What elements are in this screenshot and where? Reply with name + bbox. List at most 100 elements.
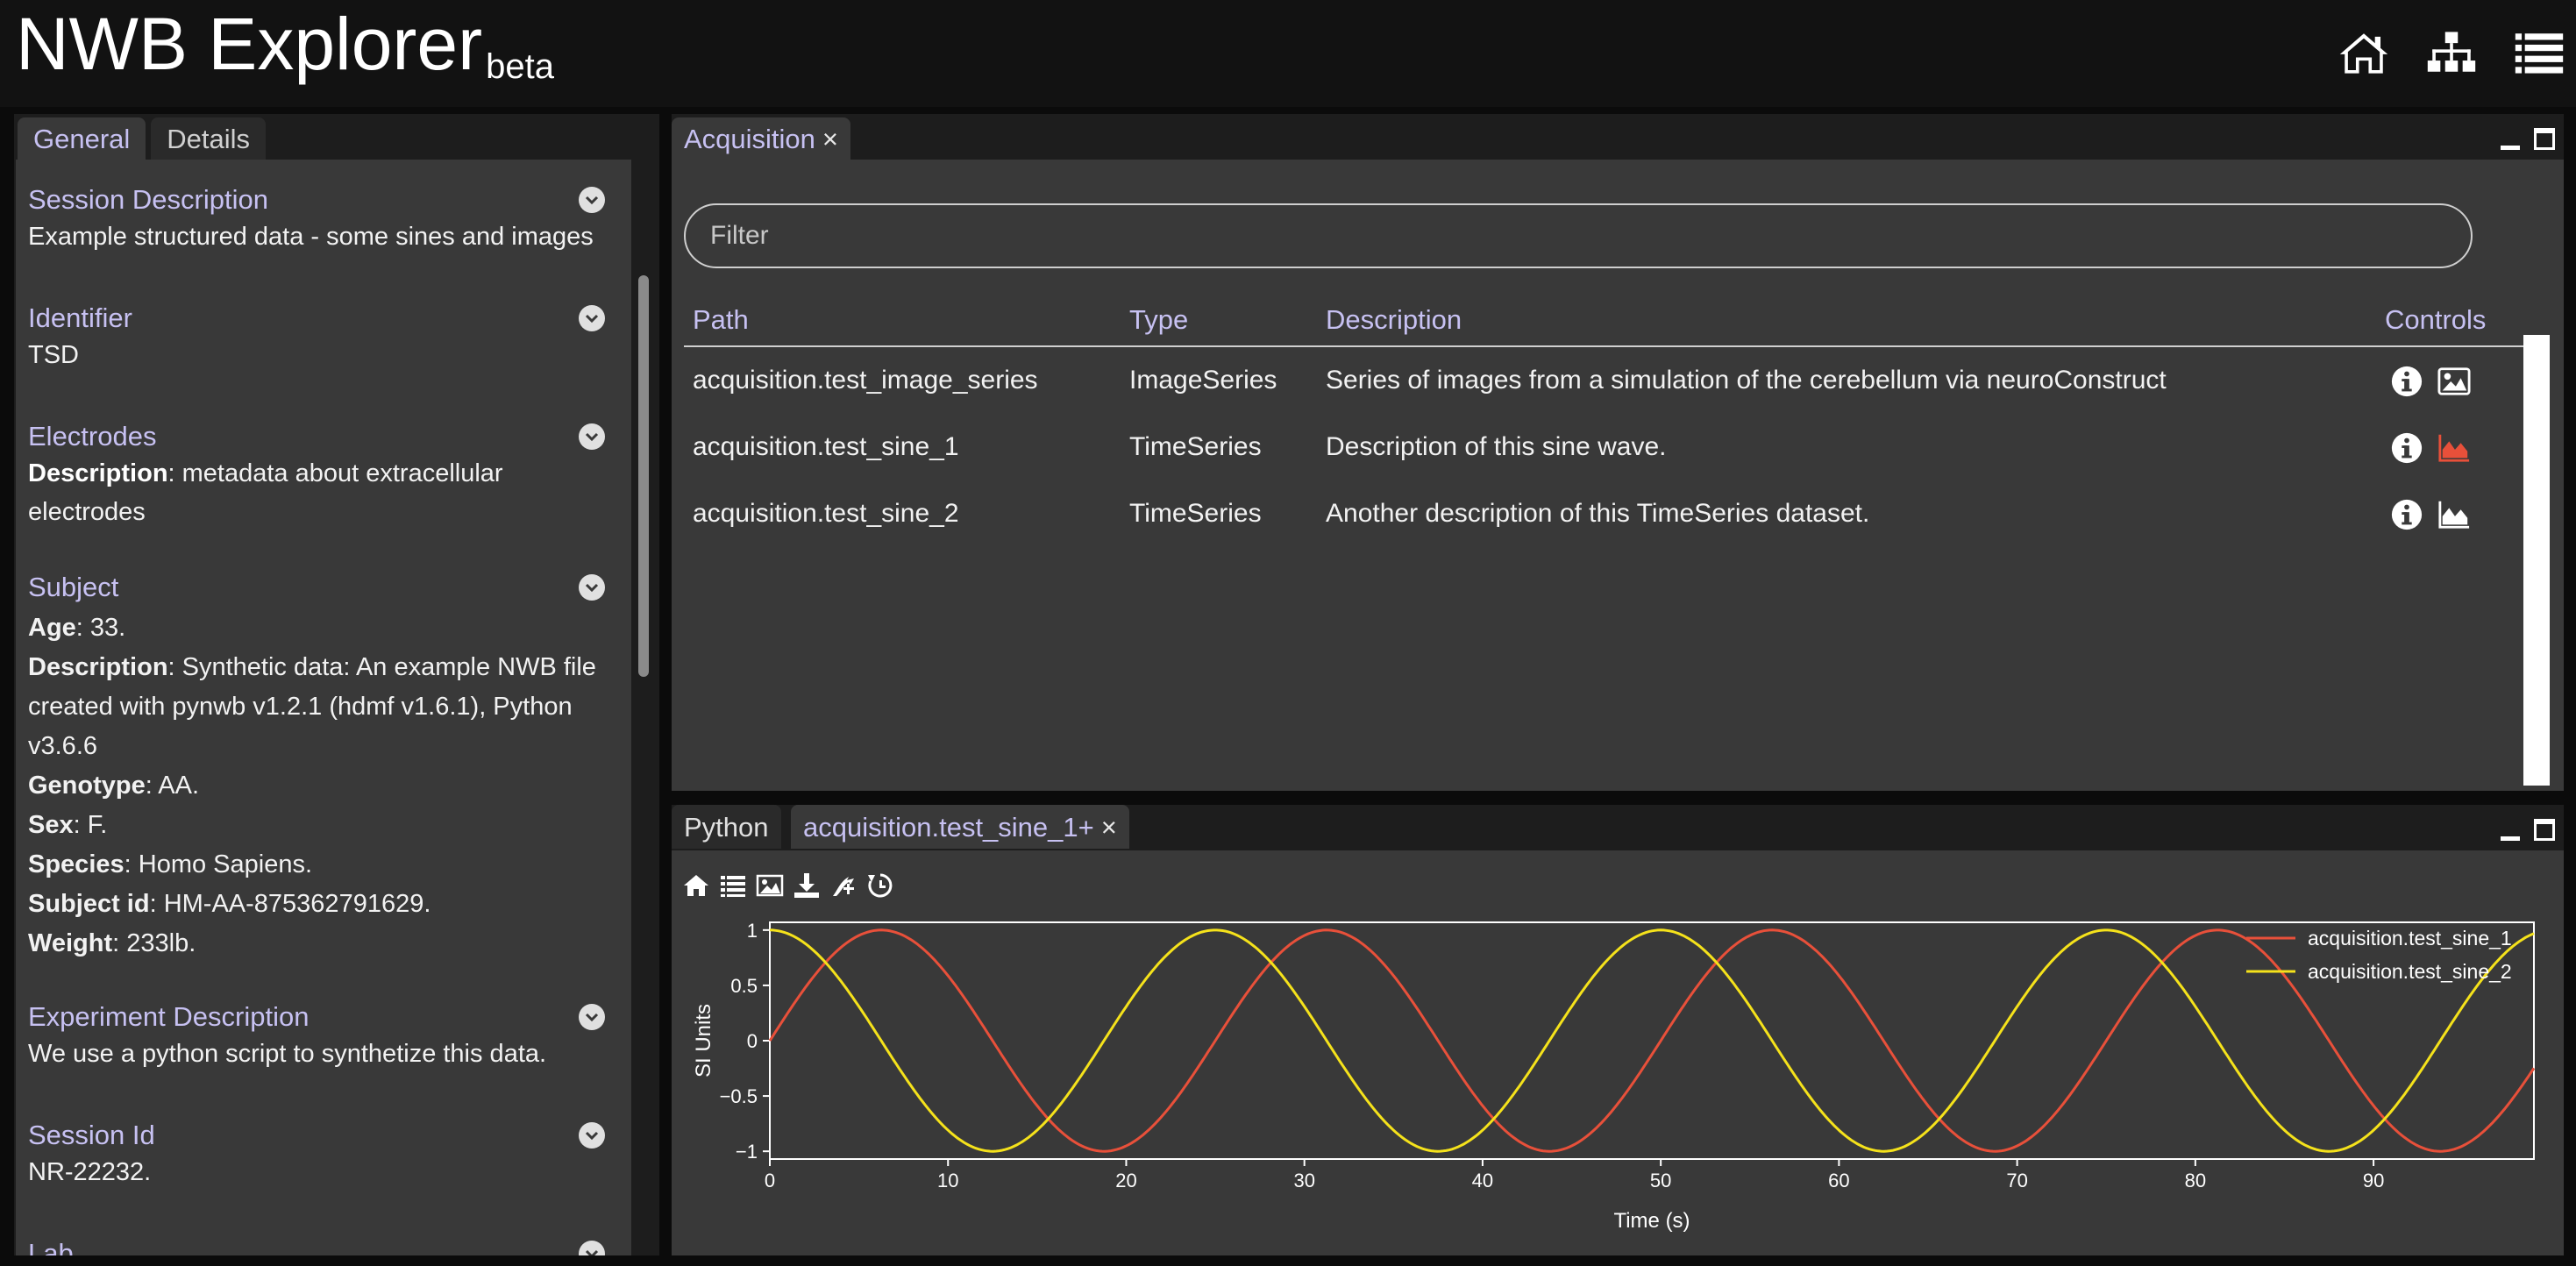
tab-acquisition[interactable]: Acquisition × <box>672 117 851 160</box>
subject-genotype: Genotype: AA. <box>28 766 605 806</box>
tab-label: acquisition.test_sine_1+ <box>803 812 1094 843</box>
chevron-down-icon[interactable] <box>579 305 605 331</box>
table-row[interactable]: acquisition.test_image_series ImageSerie… <box>684 347 2527 414</box>
reset-icon[interactable] <box>866 871 894 900</box>
list-icon[interactable] <box>719 871 747 900</box>
row-controls <box>2390 498 2471 531</box>
chevron-down-icon[interactable] <box>579 423 605 450</box>
y-tick-label: 1 <box>747 920 758 942</box>
chevron-down-icon[interactable] <box>579 574 605 601</box>
tab-details[interactable]: Details <box>151 117 267 160</box>
field-value: : 233lb. <box>112 929 196 957</box>
electrodes-description: Description: metadata about extracellula… <box>28 454 605 531</box>
field-value: : 33. <box>75 614 126 642</box>
table-row[interactable]: acquisition.test_sine_2 TimeSeries Anoth… <box>684 480 2527 547</box>
section-title: Identifier <box>28 302 132 333</box>
section-electrodes: Electrodes Description: metadata about e… <box>28 419 605 531</box>
field-value: : HM-AA-875362791629. <box>149 890 431 918</box>
sitemap-icon[interactable] <box>2420 25 2483 81</box>
pan-icon[interactable] <box>829 871 857 900</box>
image-icon[interactable] <box>2437 365 2471 398</box>
row-type: TimeSeries <box>1129 499 1262 528</box>
x-tick-label: 80 <box>2185 1170 2206 1191</box>
row-path: acquisition.test_sine_2 <box>693 499 959 528</box>
identifier-text: TSD <box>28 341 79 369</box>
x-tick-label: 10 <box>937 1170 958 1191</box>
column-path[interactable]: Path <box>693 304 749 335</box>
info-icon[interactable] <box>2390 431 2423 465</box>
chevron-down-icon[interactable] <box>579 187 605 213</box>
close-icon[interactable]: × <box>1100 812 1117 843</box>
section-title: Experiment Description <box>28 1001 310 1032</box>
session-description-text: Example structured data - some sines and… <box>28 223 594 251</box>
info-icon[interactable] <box>2390 365 2423 398</box>
series-line <box>768 928 2536 1153</box>
x-tick-label: 30 <box>1293 1170 1314 1191</box>
minimize-icon[interactable] <box>2501 836 2520 841</box>
x-tick-label: 70 <box>2006 1170 2027 1191</box>
area-chart-icon[interactable] <box>2437 431 2471 465</box>
x-tick-label: 60 <box>1828 1170 1849 1191</box>
section-title: Session Id <box>28 1120 155 1150</box>
tab-python[interactable]: Python <box>672 805 781 849</box>
session-id-text: NR-22232. <box>28 1158 152 1186</box>
top-nav <box>2332 25 2571 81</box>
section-session-id: Session Id NR-22232. <box>28 1118 605 1191</box>
chevron-down-icon[interactable] <box>579 1122 605 1149</box>
subject-id: Subject id: HM-AA-875362791629. <box>28 885 605 924</box>
info-icon[interactable] <box>2390 498 2423 531</box>
table-row[interactable]: acquisition.test_sine_1 TimeSeries Descr… <box>684 414 2527 480</box>
y-tick-label: −1 <box>736 1141 758 1163</box>
row-type: TimeSeries <box>1129 432 1262 461</box>
experiment-description-text: We use a python script to synthetize thi… <box>28 1040 547 1068</box>
tab-general[interactable]: General <box>18 117 146 160</box>
chevron-down-icon[interactable] <box>579 1241 605 1255</box>
section-title: Session Description <box>28 184 268 215</box>
area-chart-icon[interactable] <box>2437 498 2471 531</box>
filter-input[interactable] <box>684 203 2473 268</box>
x-tick-label: 50 <box>1650 1170 1671 1191</box>
field-key: Genotype <box>28 772 146 800</box>
y-tick-label: 0 <box>747 1030 758 1052</box>
scrollbar[interactable] <box>631 160 656 1255</box>
row-path: acquisition.test_sine_1 <box>693 432 959 461</box>
app-name: NWB Explorer <box>16 3 483 85</box>
subject-description: Description: Synthetic data: An example … <box>28 648 605 766</box>
row-controls <box>2390 431 2471 465</box>
section-title: Lab <box>28 1238 74 1255</box>
chevron-down-icon[interactable] <box>579 1004 605 1030</box>
scrollbar-thumb[interactable] <box>638 275 649 677</box>
field-value: : AA. <box>145 772 200 800</box>
x-tick-label: 20 <box>1115 1170 1136 1191</box>
scrollbar[interactable] <box>2523 335 2550 786</box>
x-tick-label: 90 <box>2363 1170 2384 1191</box>
close-icon[interactable]: × <box>822 124 839 154</box>
section-identifier: Identifier TSD <box>28 301 605 374</box>
minimize-icon[interactable] <box>2501 146 2520 150</box>
row-controls <box>2390 365 2471 398</box>
image-icon[interactable] <box>756 871 784 900</box>
subject-sex: Sex: F. <box>28 806 605 845</box>
series-line <box>769 928 2535 1153</box>
acquisition-table: Path Type Description Controls acquisiti… <box>684 295 2527 547</box>
y-tick-label: −0.5 <box>720 1085 758 1107</box>
maximize-icon[interactable] <box>2534 819 2555 841</box>
field-key: Species <box>28 850 125 878</box>
column-type[interactable]: Type <box>1129 304 1189 335</box>
home-icon[interactable] <box>2332 25 2395 81</box>
home-icon[interactable] <box>682 871 710 900</box>
legend-label: acquisition.test_sine_2 <box>2308 960 2512 983</box>
tab-plot-series[interactable]: acquisition.test_sine_1+ × <box>791 805 1129 849</box>
row-path: acquisition.test_image_series <box>693 366 1038 395</box>
y-tick-label: 0.5 <box>730 975 758 997</box>
list-icon[interactable] <box>2508 25 2571 81</box>
y-axis-label: SI Units <box>692 1004 715 1078</box>
sine-chart[interactable]: 0 10 20 30 40 50 60 70 80 90 −1 −0.5 0 0.5 1 Time (s) SI… <box>672 850 2564 1255</box>
maximize-icon[interactable] <box>2534 128 2555 150</box>
plot-content: 0 10 20 30 40 50 60 70 80 90 −1 −0.5 0 0.5 1 Time (s) SI… <box>672 850 2564 1255</box>
subject-age: Age: 33. <box>28 608 605 648</box>
download-icon[interactable] <box>793 871 821 900</box>
window-controls <box>2501 817 2555 841</box>
column-controls: Controls <box>2385 304 2487 335</box>
column-description[interactable]: Description <box>1326 304 1462 335</box>
